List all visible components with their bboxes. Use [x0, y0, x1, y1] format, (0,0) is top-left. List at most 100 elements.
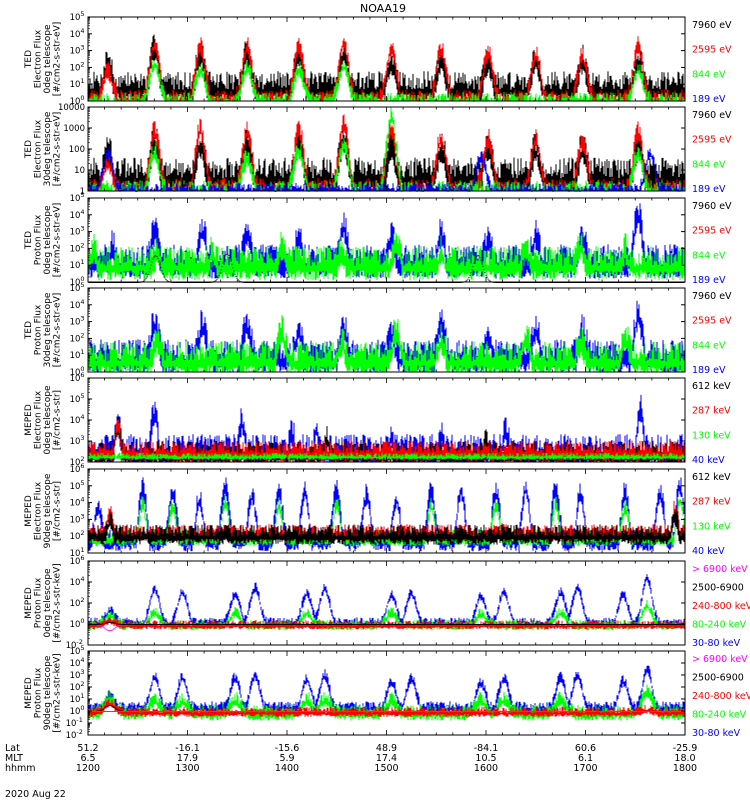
y-tick-label: 101 — [70, 692, 85, 705]
y-tick-label: 103 — [70, 434, 85, 447]
date-label: 2020 Aug 22 — [5, 789, 66, 800]
y-axis-label: [#/cm2-s-str-eV] — [52, 22, 62, 97]
y-axis-label: MEPED — [24, 404, 34, 436]
panel-4: 100 101 102 103 104 105 TED Proton Flux 30deg te… — [24, 281, 732, 378]
y-axis-label: TED — [24, 231, 34, 250]
y-axis-label: TED — [24, 50, 34, 69]
y-tick-label: 104 — [70, 413, 85, 426]
y-axis-label: [#/cm2-s-str-eV] — [52, 293, 62, 368]
legend-entry: 40 keV — [692, 455, 725, 466]
footer-hhmm-value: 1500 — [374, 763, 398, 774]
y-tick-label: 104 — [70, 496, 85, 509]
y-tick-label: 105 — [70, 191, 85, 204]
y-axis-label: Proton Flux — [33, 667, 43, 718]
y-tick-label: 10 — [74, 166, 85, 176]
footer-mlt-value: 6.1 — [578, 753, 593, 764]
legend-entry: 30-80 keV — [692, 728, 741, 739]
legend-entry: 7960 eV — [692, 110, 732, 121]
legend-entry: 40 keV — [692, 546, 725, 557]
legend-entry: 844 eV — [692, 250, 726, 261]
y-tick-label: 102 — [70, 60, 85, 73]
footer-hhmm-value: 1300 — [175, 763, 199, 774]
y-axis-label: Proton Flux — [33, 214, 43, 265]
y-tick-label: 105 — [70, 10, 85, 23]
footer-lat-value: -25.9 — [673, 743, 698, 754]
y-axis-label: [#/cm2-s-str-keV] — [52, 563, 62, 642]
y-tick-label: 106 — [70, 371, 85, 384]
y-axis-label: MEPED — [24, 495, 34, 527]
y-tick-label: 10-1 — [66, 716, 83, 729]
y-axis-label: Electron Flux — [33, 481, 43, 540]
y-axis-label: [#/cm2-s-str-keV] — [52, 653, 62, 732]
y-tick-label: 102 — [70, 241, 85, 254]
panel-1: 100 101 102 103 104 105 TED Electron Flux 0deg t… — [24, 10, 732, 107]
legend-entry: > 6900 keV — [692, 564, 748, 575]
legend-entry: 2595 eV — [692, 316, 732, 327]
y-axis-label: Electron Flux — [33, 29, 43, 88]
y-tick-label: 105 — [70, 479, 85, 492]
y-tick-label: 101 — [70, 348, 85, 361]
y-axis-label: Electron Flux — [33, 390, 43, 449]
y-tick-label: 102 — [70, 680, 85, 693]
legend-entry: 844 eV — [692, 340, 726, 351]
footer-row-label: MLT — [5, 753, 23, 764]
series-844-ev — [88, 231, 685, 281]
y-tick-label: 102 — [70, 455, 85, 468]
legend-entry: 2500-6900 — [692, 583, 744, 594]
y-axis-label: [#/cm2-s-str-eV] — [52, 203, 62, 278]
y-tick-label: 105 — [70, 281, 85, 294]
y-tick-label: 104 — [70, 575, 85, 588]
footer-lat-value: 60.6 — [575, 743, 596, 754]
footer-mlt-value: 6.5 — [80, 753, 95, 764]
legend-entry: 240-800 keV — [692, 601, 750, 612]
y-axis-label: TED — [24, 140, 34, 159]
legend-entry: 80-240 keV — [692, 620, 747, 631]
y-tick-label: 101 — [70, 77, 85, 90]
series-trace — [88, 711, 685, 712]
y-tick-label: 106 — [70, 462, 85, 475]
y-axis-label: Proton Flux — [33, 577, 43, 628]
legend-entry: 2500-6900 — [692, 673, 744, 684]
legend-entry: 189 eV — [692, 365, 726, 376]
y-axis-label: 30deg telescope — [43, 292, 53, 367]
y-axis-label: [#/cm2-s-str-eV] — [52, 112, 62, 187]
legend-entry: 7960 eV — [692, 291, 732, 302]
y-tick-label: 103 — [70, 44, 85, 57]
footer-mlt-value: 17.4 — [376, 753, 397, 764]
y-tick-label: 102 — [70, 596, 85, 609]
legend-entry: 287 keV — [692, 406, 731, 417]
series-trace — [88, 231, 685, 281]
y-tick-label: 102 — [70, 529, 85, 542]
footer-lat-value: 48.9 — [376, 743, 397, 754]
legend-entry: 844 eV — [692, 69, 726, 80]
y-tick-label: 104 — [70, 656, 85, 669]
panel-6: 101 102 103 104 105 106 MEPED Electron Flux 90de… — [24, 462, 731, 559]
legend-entry: 240-800 keV — [692, 691, 750, 702]
legend-entry: 844 eV — [692, 159, 726, 170]
y-axis-label: 30deg telescope — [43, 111, 53, 186]
legend-entry: 130 keV — [692, 521, 731, 532]
footer-row-label: Lat — [5, 743, 20, 754]
panel-5: 102 103 104 105 106 MEPED Electron Flux 0deg te… — [24, 371, 731, 468]
footer-lat-value: -84.1 — [474, 743, 499, 754]
footer-mlt-value: 17.9 — [177, 753, 198, 764]
y-tick-label: 100 — [70, 704, 85, 717]
y-tick-label: 103 — [70, 315, 85, 328]
y-axis-label: Proton Flux — [33, 304, 43, 355]
y-axis-label: MEPED — [24, 677, 34, 709]
y-axis-label: [#/cm2-s-str] — [52, 390, 62, 450]
y-axis-label: [#/cm2-s-str] — [52, 481, 62, 541]
y-tick-label: 100 — [70, 365, 85, 378]
y-tick-label: 106 — [70, 554, 85, 567]
y-tick-label: 100 — [70, 275, 85, 288]
y-tick-label: 104 — [70, 27, 85, 40]
footer-hhmm-value: 1200 — [76, 763, 100, 774]
legend-entry: 30-80 keV — [692, 638, 741, 649]
legend-entry: 189 eV — [692, 184, 726, 195]
legend-entry: 189 eV — [692, 94, 726, 105]
y-tick-label: 101 — [70, 546, 85, 559]
